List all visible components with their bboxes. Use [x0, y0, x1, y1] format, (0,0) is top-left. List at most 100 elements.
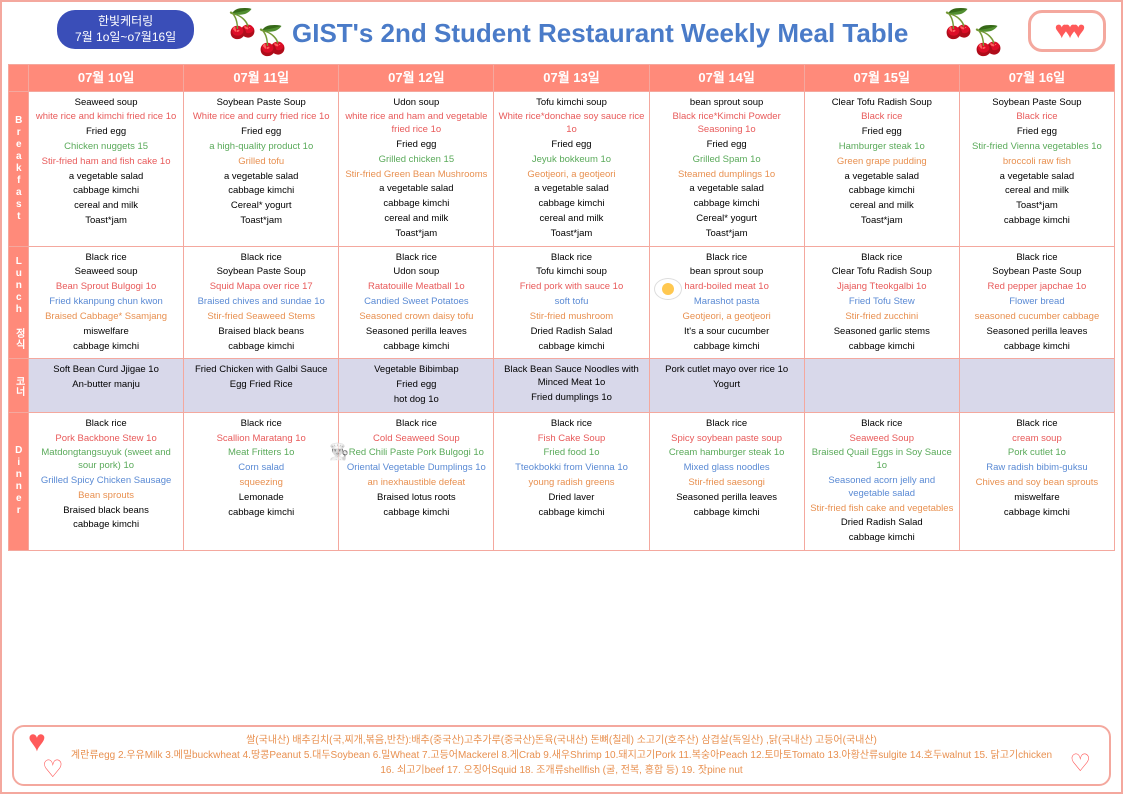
meal-item: Stir-fried Green Bean Mushrooms: [341, 168, 491, 183]
meal-item: Seaweed soup: [31, 96, 181, 111]
date-header: 07월 16일: [959, 65, 1114, 92]
meal-item: Seasoned acorn jelly and vegetable salad: [807, 474, 957, 502]
meal-item: Grilled chicken 15: [341, 153, 491, 168]
meal-item: Pork cutlet mayo over rice 1o: [652, 363, 802, 378]
meal-item: Seasoned garlic stems: [807, 325, 957, 340]
meal-item: Fried egg: [962, 125, 1112, 140]
meal-item: Bean Sprout Bulgogi 1o: [31, 280, 181, 295]
meal-item: cabbage kimchi: [341, 506, 491, 521]
meal-item: Black rice: [962, 417, 1112, 432]
meal-cell: [804, 359, 959, 412]
egg-icon: [654, 278, 682, 300]
meal-item: cereal and milk: [496, 212, 646, 227]
meal-item: Seaweed Soup: [807, 432, 957, 447]
meal-cell: Soybean Paste SoupWhite rice and curry f…: [184, 91, 339, 246]
page-title: GIST's 2nd Student Restaurant Weekly Mea…: [292, 18, 908, 49]
header: 한빛케터링 7월 1o일~o7월16일 🍒 🍒 GIST's 2nd Stude…: [2, 2, 1121, 64]
meal-item: cabbage kimchi: [962, 340, 1112, 355]
meal-cell: Black ricePork Backbone Stew 1oMatdongta…: [29, 412, 184, 550]
meal-item: squeezing: [186, 476, 336, 491]
meal-item: Soft Bean Curd Jjigae 1o: [31, 363, 181, 378]
meal-item: Hamburger steak 1o: [807, 140, 957, 155]
meal-cell: Udon soupwhite rice and ham and vegetabl…: [339, 91, 494, 246]
meal-item: Fried egg: [186, 125, 336, 140]
meal-item: It's a sour cucumber: [652, 325, 802, 340]
dinner-row: Dinner Black ricePork Backbone Stew 1oMa…: [9, 412, 1115, 550]
meal-item: Soybean Paste Soup: [186, 265, 336, 280]
meal-item: Dried Radish Salad: [496, 325, 646, 340]
meal-item: Red pepper japchae 1o: [962, 280, 1112, 295]
meal-item: Steamed dumplings 1o: [652, 168, 802, 183]
heart-decoration: ♥♥♥: [1028, 10, 1106, 52]
meal-cell: Black riceSeaweed soupBean Sprout Bulgog…: [29, 246, 184, 359]
meal-item: Stir-fried Vienna vegetables 1o: [962, 140, 1112, 155]
meal-cell: bean sprout soupBlack rice*Kimchi Powder…: [649, 91, 804, 246]
meal-item: white rice and kimchi fried rice 1o: [31, 110, 181, 125]
meal-item: a vegetable salad: [807, 170, 957, 185]
footer-notes: ♥ ♡ ♡ 쌀(국내산) 배추김치(국,찌개,볶음,반찬):배추(중국산)고추가…: [12, 725, 1111, 786]
meal-item: Tofu kimchi soup: [496, 265, 646, 280]
meal-item: Bean sprouts: [31, 489, 181, 504]
meal-item: a high-quality product 1o: [186, 140, 336, 155]
meal-cell: Black riceFish Cake SoupFried food 1oTte…: [494, 412, 649, 550]
meal-item: cabbage kimchi: [652, 340, 802, 355]
meal-item: Black rice: [652, 417, 802, 432]
meal-cell: Seaweed soupwhite rice and kimchi fried …: [29, 91, 184, 246]
meal-item: Lemonade: [186, 491, 336, 506]
meal-cell: Soft Bean Curd Jjigae 1oAn-butter manju: [29, 359, 184, 412]
meal-item: cabbage kimchi: [962, 214, 1112, 229]
date-header: 07월 10일: [29, 65, 184, 92]
meal-item: Black rice: [186, 251, 336, 266]
meal-item: Black Bean Sauce Noodles with Minced Mea…: [496, 363, 646, 391]
meal-cell: Black riceClear Tofu Radish SoupJjajang …: [804, 246, 959, 359]
meal-cell: Tofu kimchi soupWhite rice*donchae soy s…: [494, 91, 649, 246]
meal-item: Braised Quail Eggs in Soy Sauce 1o: [807, 446, 957, 474]
meal-item: Seasoned perilla leaves: [341, 325, 491, 340]
meal-item: cereal and milk: [341, 212, 491, 227]
meal-cell: Black ricecream soupPork cutlet 1oRaw ra…: [959, 412, 1114, 550]
meal-cell: Clear Tofu Radish SoupBlack riceFried eg…: [804, 91, 959, 246]
meal-item: Black rice: [341, 417, 491, 432]
meal-item: hot dog 1o: [341, 393, 491, 408]
meal-cell: Soybean Paste SoupBlack riceFried eggSti…: [959, 91, 1114, 246]
meal-item: cabbage kimchi: [31, 340, 181, 355]
meal-item: young radish greens: [496, 476, 646, 491]
meal-cell: Black riceSeaweed SoupBraised Quail Eggs…: [804, 412, 959, 550]
meal-item: Flower bread: [962, 295, 1112, 310]
meal-item: Braised lotus roots: [341, 491, 491, 506]
meal-item: Dried Radish Salad: [807, 516, 957, 531]
meal-item: Soybean Paste Soup: [962, 96, 1112, 111]
date-header: 07월 13일: [494, 65, 649, 92]
meal-item: a vegetable salad: [496, 182, 646, 197]
meal-item: Seaweed soup: [31, 265, 181, 280]
meal-cell: Black Bean Sauce Noodles with Minced Mea…: [494, 359, 649, 412]
meal-item: Seasoned perilla leaves: [962, 325, 1112, 340]
meal-item: a vegetable salad: [31, 170, 181, 185]
meal-item: Dried laver: [496, 491, 646, 506]
cherry-icon: 🍒: [255, 24, 290, 57]
meal-item: Toast*jam: [496, 227, 646, 242]
meal-item: miswelfare: [31, 325, 181, 340]
meal-item: a vegetable salad: [186, 170, 336, 185]
date-header: 07월 15일: [804, 65, 959, 92]
meal-item: Stir-fried saesongi: [652, 476, 802, 491]
meal-item: cereal and milk: [31, 199, 181, 214]
corner-row: 코너 Soft Bean Curd Jjigae 1oAn-butter man…: [9, 359, 1115, 412]
meal-item: Toast*jam: [31, 214, 181, 229]
heart-icon: ♡: [42, 752, 64, 788]
meal-item: Black rice: [186, 417, 336, 432]
meal-item: Cold Seaweed Soup: [341, 432, 491, 447]
meal-item: Black rice: [807, 251, 957, 266]
meal-item: Black rice: [807, 110, 957, 125]
badge-title: 한빛케터링: [75, 14, 176, 30]
meal-item: Egg Fried Rice: [186, 378, 336, 393]
meal-item: Fish Cake Soup: [496, 432, 646, 447]
catering-badge: 한빛케터링 7월 1o일~o7월16일: [57, 10, 194, 49]
meal-item: cereal and milk: [962, 184, 1112, 199]
corner-blank: [9, 65, 29, 92]
date-header: 07월 11일: [184, 65, 339, 92]
meal-item: Braised black beans: [186, 325, 336, 340]
meal-item: Mixed glass noodles: [652, 461, 802, 476]
meal-item: Stir-fried zucchini: [807, 310, 957, 325]
meal-table-wrap: 07월 10일 07월 11일 07월 12일 07월 13일 07월 14일 …: [2, 64, 1121, 551]
